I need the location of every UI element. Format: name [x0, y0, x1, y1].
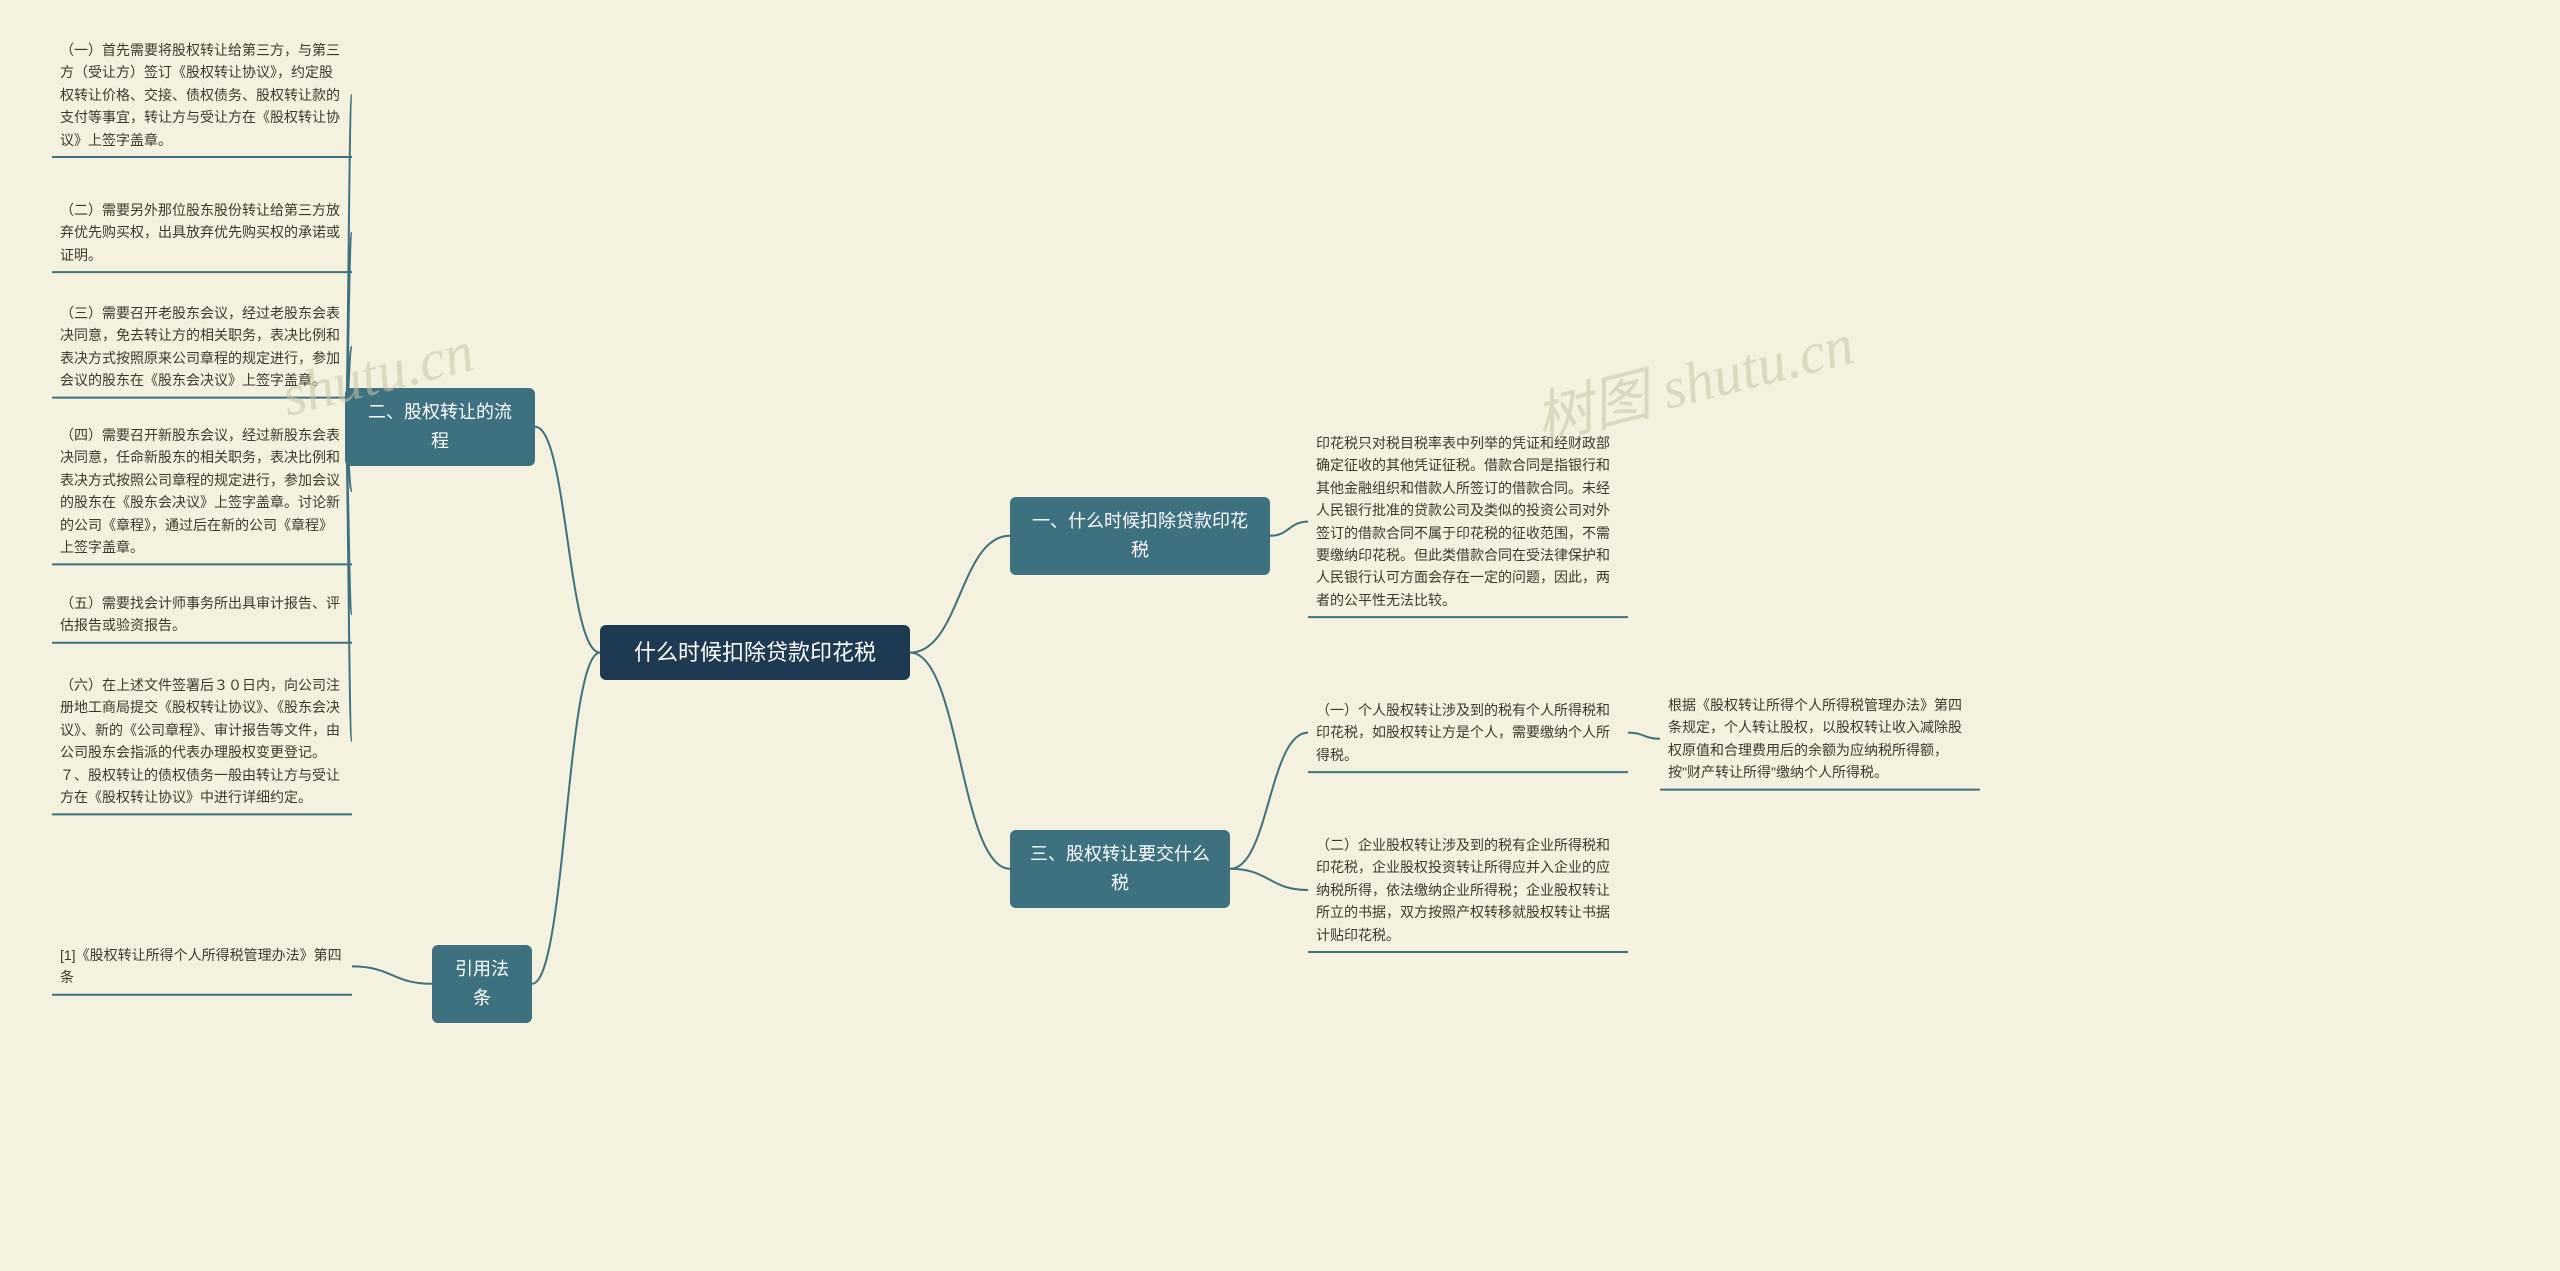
branch-transfer-process[interactable]: 二、股权转让的流程 — [345, 388, 535, 466]
connector-layer — [0, 0, 2560, 1271]
leaf-process-6: （六）在上述文件签署后３０日内，向公司注册地工商局提交《股权转让协议》、《股东会… — [52, 670, 352, 812]
leaf-process-2: （二）需要另外那位股东股份转让给第三方放弃优先购买权，出具放弃优先购买权的承诺或… — [52, 195, 352, 270]
leaf-law-ref: [1]《股权转让所得个人所得税管理办法》第四条 — [52, 940, 352, 993]
branch-transfer-tax[interactable]: 三、股权转让要交什么税 — [1010, 830, 1230, 908]
leaf-stamp-tax-explain: 印花税只对税目税率表中列举的凭证和经财政部确定征收的其他凭证征税。借款合同是指银… — [1308, 428, 1628, 615]
branch-when-deduct[interactable]: 一、什么时候扣除贷款印花税 — [1010, 497, 1270, 575]
leaf-individual-tax: （一）个人股权转让涉及到的税有个人所得税和印花税，如股权转让方是个人，需要缴纳个… — [1308, 695, 1628, 770]
leaf-individual-tax-detail: 根据《股权转让所得个人所得税管理办法》第四条规定，个人转让股权，以股权转让收入减… — [1660, 690, 1980, 788]
leaf-process-3: （三）需要召开老股东会议，经过老股东会表决同意，免去转让方的相关职务，表决比例和… — [52, 298, 352, 396]
branch-cited-law[interactable]: 引用法条 — [432, 945, 532, 1023]
leaf-process-4: （四）需要召开新股东会议，经过新股东会表决同意，任命新股东的相关职务，表决比例和… — [52, 420, 352, 562]
leaf-process-5: （五）需要找会计师事务所出具审计报告、评估报告或验资报告。 — [52, 588, 352, 641]
leaf-enterprise-tax: （二）企业股权转让涉及到的税有企业所得税和印花税，企业股权投资转让所得应并入企业… — [1308, 830, 1628, 950]
root-node[interactable]: 什么时候扣除贷款印花税 — [600, 625, 910, 680]
leaf-process-1: （一）首先需要将股权转让给第三方，与第三方（受让方）签订《股权转让协议》，约定股… — [52, 35, 352, 155]
